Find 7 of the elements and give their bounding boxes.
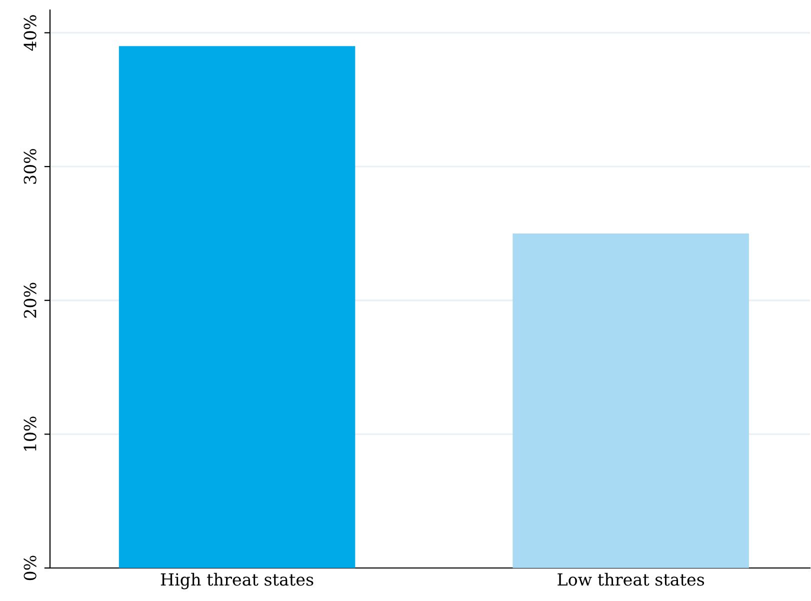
y-tick-label: 40% [24,15,36,51]
x-tick-label: Low threat states [558,572,704,586]
y-tick-label: 20% [24,282,36,318]
x-tick-label: High threat states [160,572,314,590]
y-tick-label: 0% [24,556,36,580]
y-tick-label: 30% [24,148,36,184]
y-tick-label: 10% [24,416,36,451]
